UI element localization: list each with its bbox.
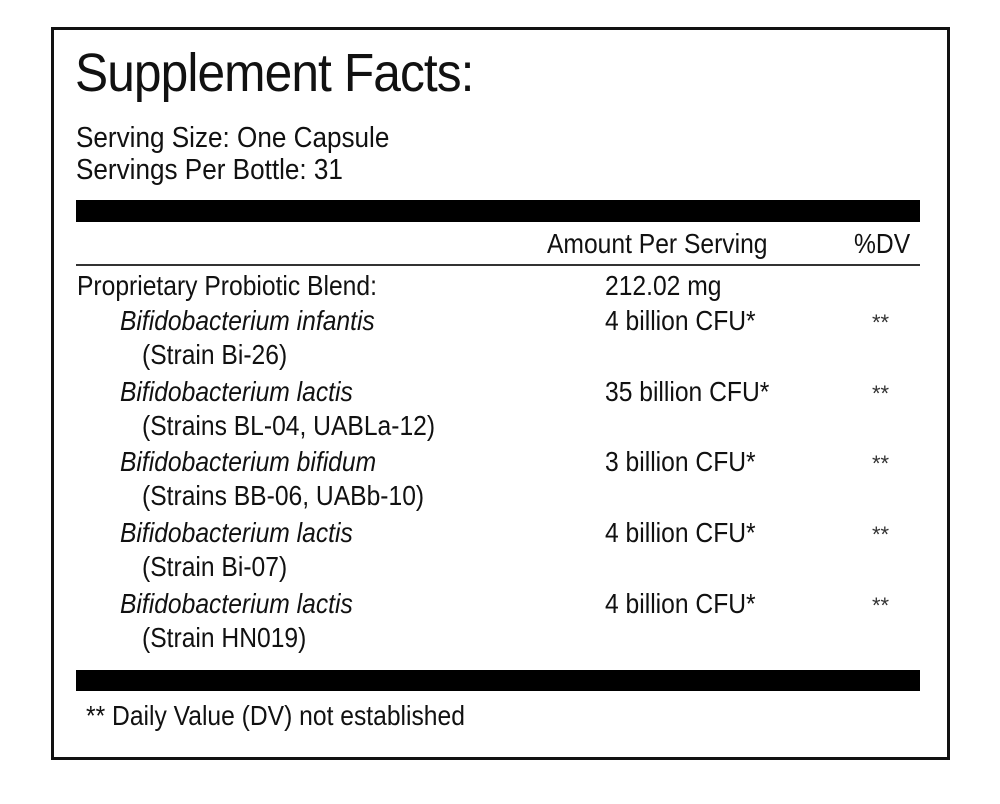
amount-per-serving-header: Amount Per Serving [547, 228, 768, 259]
ingredient-name: Bifidobacterium bifidum [120, 446, 377, 477]
ingredient-strain: (Strain Bi-26) [142, 339, 288, 370]
ingredient-name: Bifidobacterium infantis [120, 305, 375, 336]
servings-per-bottle: Servings Per Bottle: 31 [76, 154, 343, 186]
ingredient-dv: ** [872, 310, 890, 335]
bottom-thick-divider [76, 670, 920, 691]
top-thick-divider [76, 200, 920, 222]
ingredient-amount: 4 billion CFU* [605, 588, 756, 619]
ingredient-name: Bifidobacterium lactis [120, 517, 353, 548]
ingredient-strain: (Strains BB-06, UABb-10) [142, 480, 425, 511]
ingredient-name: Bifidobacterium lactis [120, 376, 353, 407]
ingredient-amount: 4 billion CFU* [605, 517, 756, 548]
header-rule [76, 264, 920, 266]
supplement-facts-panel [51, 27, 950, 760]
ingredient-amount: 35 billion CFU* [605, 376, 770, 407]
ingredient-strain: (Strain Bi-07) [142, 551, 288, 582]
ingredient-amount: 3 billion CFU* [605, 446, 756, 477]
ingredient-name: Bifidobacterium lactis [120, 588, 353, 619]
ingredient-strain: (Strain HN019) [142, 622, 307, 653]
blend-amount: 212.02 mg [605, 270, 722, 301]
panel-title: Supplement Facts: [75, 43, 474, 103]
ingredient-strain: (Strains BL-04, UABLa-12) [142, 410, 436, 441]
dv-header: %DV [854, 228, 911, 259]
ingredient-dv: ** [872, 522, 890, 547]
serving-size: Serving Size: One Capsule [76, 122, 390, 154]
ingredient-dv: ** [872, 451, 890, 476]
ingredient-amount: 4 billion CFU* [605, 305, 756, 336]
ingredient-dv: ** [872, 593, 890, 618]
footnote: ** Daily Value (DV) not established [86, 700, 465, 731]
ingredient-dv: ** [872, 381, 890, 406]
blend-name: Proprietary Probiotic Blend: [77, 270, 377, 301]
